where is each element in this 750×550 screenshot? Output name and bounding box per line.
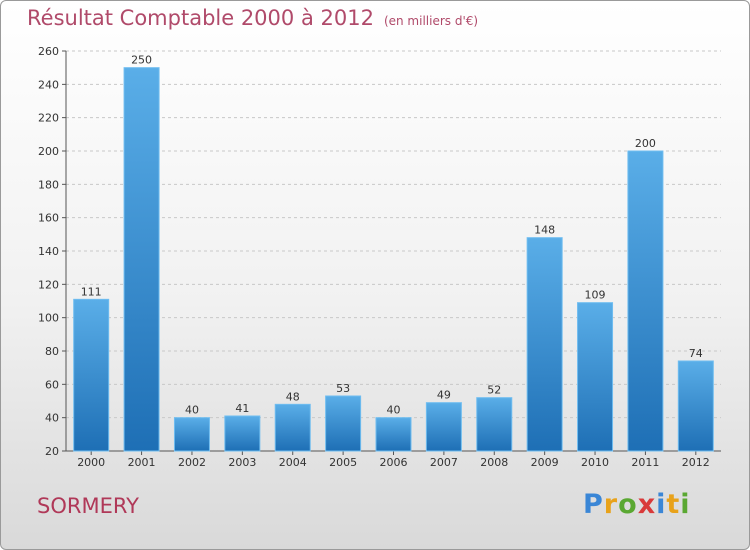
data-label-2003: 41 bbox=[235, 402, 249, 415]
y-tick-label: 180 bbox=[38, 178, 59, 191]
bar-2006 bbox=[375, 417, 412, 452]
y-tick-label: 100 bbox=[38, 312, 59, 325]
data-label-2001: 250 bbox=[131, 54, 152, 67]
x-tick-label-2010: 2010 bbox=[581, 456, 609, 469]
y-tick-label: 260 bbox=[38, 45, 59, 58]
x-tick-label-2012: 2012 bbox=[682, 456, 710, 469]
logo-letter: o bbox=[618, 489, 638, 520]
x-tick-label-2005: 2005 bbox=[329, 456, 357, 469]
bar-2008 bbox=[476, 397, 513, 452]
y-tick-label: 20 bbox=[45, 445, 59, 458]
y-tick-label: 40 bbox=[45, 412, 59, 425]
logo-letter: i bbox=[680, 489, 691, 520]
bar-2009 bbox=[526, 237, 563, 452]
y-tick-label: 160 bbox=[38, 212, 59, 225]
x-tick-label-2002: 2002 bbox=[178, 456, 206, 469]
data-label-2011: 200 bbox=[635, 137, 656, 150]
data-label-2005: 53 bbox=[336, 382, 350, 395]
data-label-2004: 48 bbox=[286, 390, 300, 403]
y-tick-label: 200 bbox=[38, 145, 59, 158]
bar-2011 bbox=[627, 150, 664, 452]
bar-2001 bbox=[123, 67, 160, 452]
bar-2004 bbox=[274, 403, 311, 452]
bar-2000 bbox=[73, 298, 110, 452]
logo-letter: x bbox=[637, 489, 657, 520]
chart-title-text: Résultat Comptable 2000 à 2012 bbox=[27, 6, 374, 30]
x-tick-label-2011: 2011 bbox=[631, 456, 659, 469]
grid-lines bbox=[66, 50, 721, 452]
x-tick-label-2009: 2009 bbox=[531, 456, 559, 469]
y-tick-label: 220 bbox=[38, 112, 59, 125]
x-tick-label-2000: 2000 bbox=[77, 456, 105, 469]
x-tick-label-2008: 2008 bbox=[480, 456, 508, 469]
logo-letter: r bbox=[603, 489, 619, 520]
y-tick-label: 80 bbox=[45, 345, 59, 358]
bar-2012 bbox=[677, 360, 714, 452]
data-label-2002: 40 bbox=[185, 404, 199, 417]
data-label-2008: 52 bbox=[487, 384, 501, 397]
data-label-2012: 74 bbox=[689, 347, 703, 360]
x-tick-label-2006: 2006 bbox=[380, 456, 408, 469]
x-tick-label-2003: 2003 bbox=[228, 456, 256, 469]
bar-2002 bbox=[173, 417, 210, 452]
y-tick-label: 140 bbox=[38, 245, 59, 258]
town-name: SORMERY bbox=[37, 494, 139, 518]
labels: 111 2000 250 2001 40 2002 41 2003 48 2004 53 2005 40… bbox=[77, 54, 710, 469]
proxiti-logo: Proxiti bbox=[583, 489, 691, 520]
logo-letter: i bbox=[656, 489, 667, 520]
bar-2005 bbox=[325, 395, 362, 452]
y-tick-label: 120 bbox=[38, 278, 59, 291]
chart-unit: (en milliers d'€) bbox=[383, 14, 479, 28]
bar-2003 bbox=[224, 415, 261, 452]
x-tick-label-2004: 2004 bbox=[279, 456, 307, 469]
data-label-2009: 148 bbox=[534, 224, 555, 237]
logo-letter: t bbox=[666, 489, 681, 520]
y-tick-label: 60 bbox=[45, 378, 59, 391]
logo-letter: P bbox=[583, 489, 604, 520]
bar-2010 bbox=[577, 302, 614, 452]
x-tick-label-2007: 2007 bbox=[430, 456, 458, 469]
data-label-2006: 40 bbox=[387, 404, 401, 417]
data-label-2007: 49 bbox=[437, 389, 451, 402]
y-tick-label: 240 bbox=[38, 78, 59, 91]
bars bbox=[73, 67, 714, 452]
data-label-2000: 111 bbox=[81, 285, 102, 298]
x-tick-label-2001: 2001 bbox=[128, 456, 156, 469]
data-label-2010: 109 bbox=[585, 289, 606, 302]
chart-title: Résultat Comptable 2000 à 2012 (en millie… bbox=[27, 6, 478, 30]
bar-2007 bbox=[425, 402, 462, 452]
